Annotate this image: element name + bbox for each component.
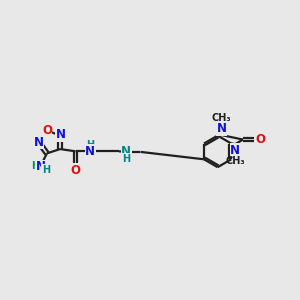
Text: N: N xyxy=(217,122,226,135)
Text: O: O xyxy=(70,164,81,177)
Text: O: O xyxy=(42,124,52,137)
Text: H: H xyxy=(86,140,94,150)
Text: N: N xyxy=(85,145,95,158)
Text: H: H xyxy=(31,161,39,171)
Text: H: H xyxy=(122,154,130,164)
Text: N: N xyxy=(121,146,131,158)
Text: H: H xyxy=(42,165,50,175)
Text: N: N xyxy=(35,160,45,173)
Text: N: N xyxy=(56,128,65,141)
Text: CH₃: CH₃ xyxy=(225,156,245,166)
Text: N: N xyxy=(230,144,240,157)
Text: N: N xyxy=(33,136,43,148)
Text: O: O xyxy=(255,133,265,146)
Text: CH₃: CH₃ xyxy=(212,113,231,123)
